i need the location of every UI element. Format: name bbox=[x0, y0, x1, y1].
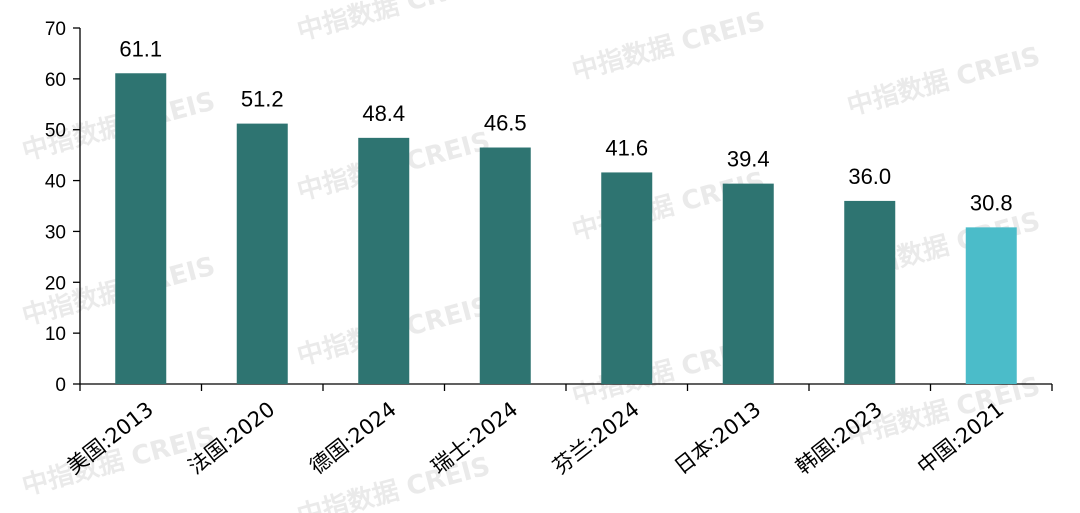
axes: 0 10 20 30 40 50 60 70 bbox=[45, 19, 1053, 396]
bar bbox=[115, 73, 167, 385]
data-label: 41.6 bbox=[605, 135, 648, 160]
watermark-text: 中指数据 CREIS bbox=[294, 0, 493, 47]
x-category-label: 芬兰:2024 bbox=[548, 397, 644, 479]
y-tick-label: 60 bbox=[45, 70, 66, 91]
bar bbox=[236, 123, 288, 385]
bars bbox=[115, 73, 1017, 385]
y-tick-label: 40 bbox=[45, 172, 66, 193]
y-tick-label: 50 bbox=[45, 121, 66, 142]
data-label: 46.5 bbox=[484, 111, 527, 136]
data-label: 39.4 bbox=[727, 147, 770, 172]
bar bbox=[965, 227, 1017, 384]
bar bbox=[358, 137, 410, 384]
x-category-label: 日本:2013 bbox=[670, 397, 766, 479]
y-tick-label: 0 bbox=[55, 375, 66, 396]
bar bbox=[844, 200, 896, 384]
x-category-label: 德国:2024 bbox=[305, 397, 401, 479]
data-label: 30.8 bbox=[970, 190, 1013, 215]
data-label: 48.4 bbox=[362, 101, 405, 126]
data-label: 61.1 bbox=[119, 36, 162, 61]
bar bbox=[722, 183, 774, 384]
data-label: 36.0 bbox=[848, 164, 891, 189]
y-tick-label: 10 bbox=[45, 324, 66, 345]
y-tick-label: 70 bbox=[45, 19, 66, 40]
data-label: 51.2 bbox=[241, 87, 284, 112]
watermark-text: 中指数据 CREIS bbox=[844, 41, 1043, 121]
bar bbox=[601, 172, 653, 384]
bar bbox=[479, 147, 531, 384]
watermark-text: 中指数据 CREIS bbox=[569, 6, 768, 86]
y-tick-label: 30 bbox=[45, 222, 66, 243]
y-tick-label: 20 bbox=[45, 273, 66, 294]
